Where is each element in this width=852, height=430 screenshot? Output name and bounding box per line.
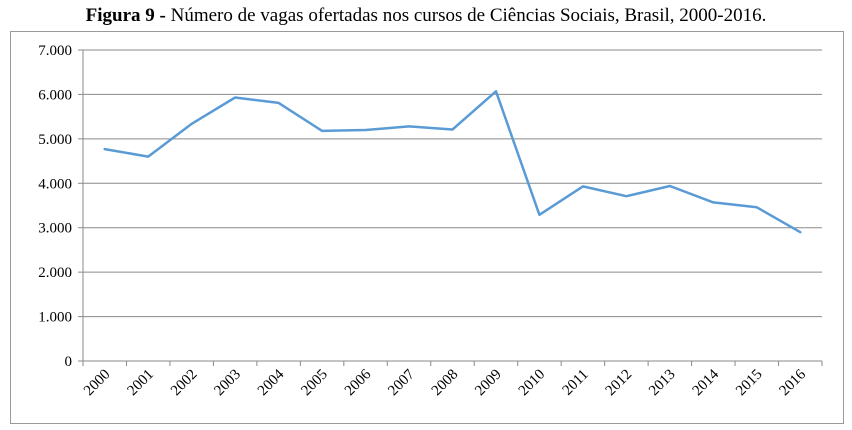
x-tick-label: 2012: [603, 367, 636, 400]
x-tick-label: 2003: [211, 367, 244, 400]
footer-fragment: [10, 424, 844, 430]
y-tick-label: 7.000: [38, 43, 72, 59]
x-tick-label: 2009: [472, 367, 505, 400]
figure-title: Figura 9 - Número de vagas ofertadas nos…: [0, 4, 852, 28]
x-tick-label: 2014: [690, 366, 723, 399]
x-tick-label: 2005: [298, 367, 331, 400]
y-tick-label: 5.000: [38, 132, 72, 148]
grid-layer: [83, 49, 822, 318]
y-tick-label: 3.000: [38, 221, 72, 237]
y-tick-label: 2.000: [38, 265, 72, 281]
y-tick-label: 0: [65, 354, 73, 370]
x-tick-label: 2010: [516, 367, 549, 400]
x-tick-label: 2007: [385, 366, 418, 399]
chart-frame: [10, 31, 844, 424]
x-tick-label: 2008: [429, 367, 462, 400]
x-tick-label: 2001: [125, 367, 158, 400]
x-tick-label: 2004: [255, 366, 288, 399]
y-tick-label: 4.000: [38, 176, 72, 192]
x-tick-label: 2011: [560, 367, 592, 399]
x-tick-label: 2000: [81, 367, 114, 400]
axis-layer: [78, 49, 823, 366]
series-line: [103, 90, 802, 234]
x-tick-label: 2002: [168, 367, 201, 400]
series-layer: [103, 90, 802, 234]
x-tick-label: 2016: [777, 366, 810, 399]
x-tick-label: 2015: [733, 367, 766, 400]
y-tick-label: 1.000: [38, 310, 72, 326]
x-tick-label: 2013: [646, 367, 679, 400]
x-tick-label: 2006: [342, 366, 375, 399]
figure-label: Figura 9 -: [85, 5, 166, 26]
y-tick-label: 6.000: [38, 87, 72, 103]
y-tick-labels: 0 1.000 2.000 3.000 4.000 5.000 6.000 7.000: [38, 43, 72, 370]
x-tick-labels: 2000 2001 2002 2003 2004 2005 2006 2007 2008 2009…: [81, 366, 809, 399]
figure-caption: Número de vagas ofertadas nos cursos de …: [170, 5, 767, 26]
